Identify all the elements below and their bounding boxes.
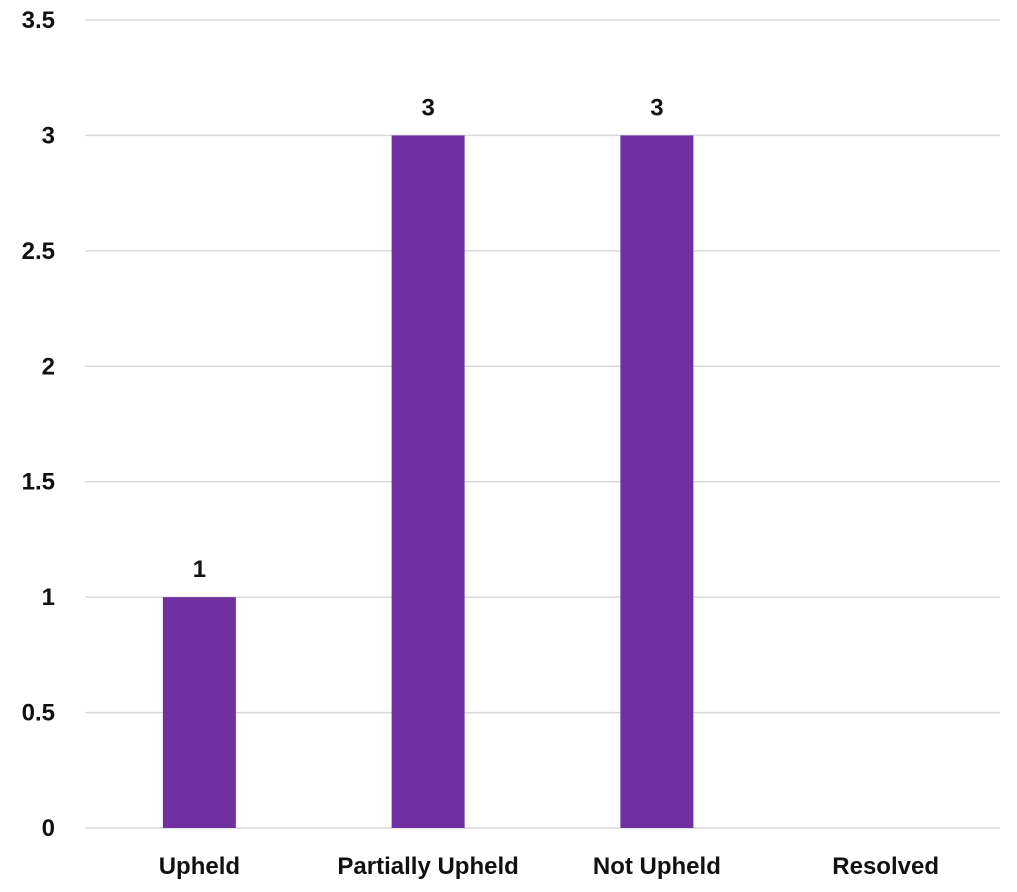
data-labels: 1 3 3 [193, 94, 664, 583]
y-axis-ticks: 0 0.5 1 1.5 2 2.5 3 3.5 [22, 7, 55, 842]
bars [162, 135, 694, 828]
x-category-label: Upheld [159, 853, 240, 880]
y-tick-label: 3.5 [22, 7, 55, 34]
x-category-label: Partially Upheld [337, 853, 518, 880]
y-tick-label: 0.5 [22, 700, 55, 727]
y-tick-label: 2 [42, 353, 55, 380]
x-category-label: Resolved [832, 853, 939, 880]
y-tick-label: 2.5 [22, 238, 55, 265]
y-tick-label: 0 [42, 815, 55, 842]
gridlines [85, 19, 1000, 829]
bar [162, 597, 236, 828]
y-tick-label: 1 [42, 584, 55, 611]
bar [391, 135, 465, 828]
data-label: 3 [421, 94, 434, 121]
x-axis-categories: Upheld Partially Upheld Not Upheld Resolved [159, 853, 939, 880]
data-label: 1 [193, 556, 206, 583]
y-tick-label: 3 [42, 122, 55, 149]
x-category-label: Not Upheld [593, 853, 721, 880]
data-label: 3 [650, 94, 663, 121]
bar [620, 135, 694, 828]
y-tick-label: 1.5 [22, 469, 55, 496]
